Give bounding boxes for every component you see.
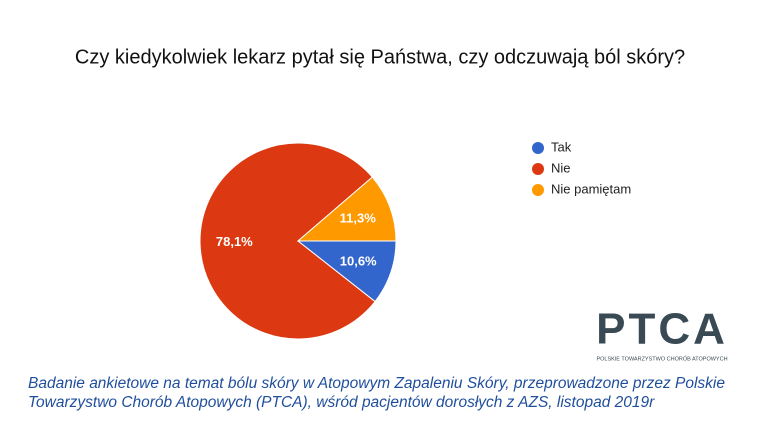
slice-label: 78,1%	[216, 234, 253, 249]
slice-label: 11,3%	[340, 210, 377, 225]
logo-text: PTCA	[596, 305, 728, 354]
chart: Czy kiedykolwiek lekarz pytał się Państw…	[75, 46, 728, 362]
chart-title: Czy kiedykolwiek lekarz pytał się Państw…	[75, 46, 685, 68]
legend-label: Nie	[551, 160, 571, 175]
legend-label: Tak	[551, 139, 572, 154]
pie-slice	[199, 142, 376, 340]
legend-swatch	[532, 184, 544, 196]
logo-subtitle: POLSKIE TOWARZYSTWO CHORÓB ATOPOWYCH	[596, 355, 727, 362]
legend-swatch	[532, 142, 544, 154]
legend-swatch	[532, 163, 544, 175]
slice-label: 10,6%	[340, 253, 377, 268]
caption: Badanie ankietowe na temat bólu skóry w …	[28, 375, 726, 411]
pie-slice	[296, 176, 397, 242]
legend-label: Nie pamiętam	[551, 181, 631, 196]
